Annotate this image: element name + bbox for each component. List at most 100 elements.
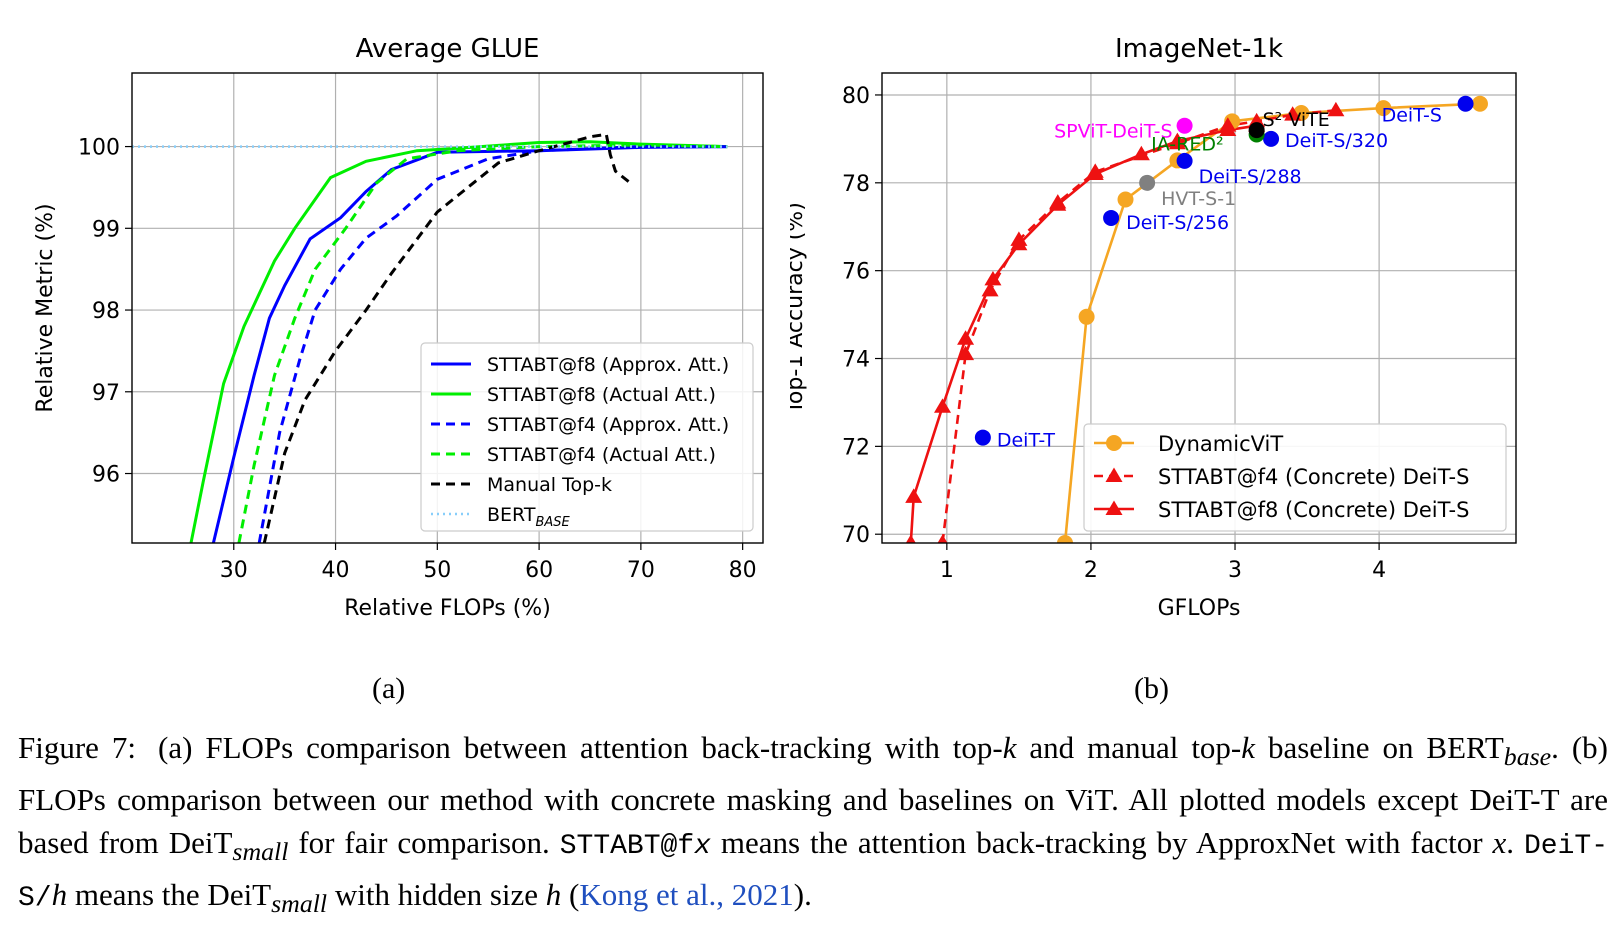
x-tick-label: 60	[525, 558, 553, 583]
x-tick-label: 4	[1372, 558, 1386, 583]
caption-math: x	[1492, 825, 1507, 861]
baseline-point	[1139, 174, 1156, 191]
point-label: DeiT-T	[997, 430, 1056, 452]
citation-link[interactable]: Kong et al., 2021	[579, 877, 794, 913]
legend-marker	[1106, 435, 1122, 451]
point-label: S² ViTE	[1263, 109, 1330, 131]
y-tick-label: 100	[78, 136, 120, 161]
data-point	[905, 488, 923, 503]
legend-label: STTABT@f4 (Actual Att.)	[487, 444, 716, 466]
x-tick-label: 3	[1228, 558, 1242, 583]
x-tick-label: 2	[1084, 558, 1098, 583]
series-line-3	[257, 145, 728, 543]
caption-code-var: x	[694, 831, 711, 863]
chart-b: DeiT-S DeiT-S/320 DeiT-S/288 DeiT-S/256 DeiT…	[783, 34, 1517, 621]
legend-label: DynamicViT	[1158, 432, 1283, 456]
legend-box	[420, 342, 754, 532]
point-label: SPViT-DeiT-S	[1054, 121, 1172, 143]
baseline-point	[1263, 130, 1280, 147]
caption-text: means the DeiT	[67, 877, 272, 913]
figure-b: DeiT-S DeiT-S/320 DeiT-S/288 DeiT-S/256 DeiT…	[783, 0, 1621, 640]
point-label: DeiT-S	[1382, 105, 1442, 127]
caption-text: means the attention back-tracking by App…	[710, 825, 1493, 861]
caption-text: for fair comparison.	[288, 825, 560, 861]
legend-label: STTABT@f8 (Actual Att.)	[487, 384, 716, 406]
y-tick-label: 72	[842, 435, 870, 460]
legend-label: STTABT@f4 (Approx. Att.)	[487, 414, 729, 436]
y-tick-label: 99	[92, 217, 120, 242]
caption-math: h	[51, 877, 68, 913]
caption-text: and manual top-	[1016, 730, 1242, 765]
legend-label: Manual Top-k	[487, 474, 612, 496]
data-point	[1219, 121, 1237, 137]
data-point	[1284, 106, 1302, 121]
chart-b-title: ImageNet-1k	[1115, 34, 1283, 64]
caption-math: k	[1002, 730, 1017, 765]
data-point	[1168, 132, 1186, 148]
caption-text: (a) FLOPs comparison between attention b…	[158, 730, 1003, 765]
caption-text: baseline on BERT	[1255, 730, 1504, 765]
y-tick-label: 74	[842, 348, 870, 373]
data-point	[1010, 235, 1028, 251]
caption-text: .	[1506, 825, 1524, 861]
figure-a: 30 40 50 60 70 80 96 97 98 99 100 Average GLUE Relat…	[0, 0, 810, 640]
data-point	[957, 330, 975, 345]
chart-a-legend: STTABT@f8 (Approx. Att.) STTABT@f8 (Actua…	[420, 342, 754, 532]
caption-text: with hidden size	[327, 877, 546, 913]
x-tick-label: 1	[940, 558, 954, 583]
data-point	[1086, 165, 1104, 180]
y-tick-label: 96	[92, 463, 120, 488]
data-point	[981, 281, 999, 297]
baseline-point	[1248, 122, 1265, 139]
series-line-4	[237, 143, 728, 543]
series-line-2	[941, 109, 1337, 543]
point-label: DeiT-S/256	[1126, 212, 1229, 234]
y-tick-label: 70	[842, 523, 870, 548]
data-point	[1056, 535, 1073, 543]
baseline-point	[1457, 95, 1474, 112]
x-tick-label: 50	[423, 558, 451, 583]
legend-box	[1083, 423, 1507, 532]
data-point	[957, 345, 975, 361]
point-label: IA-RED²	[1151, 133, 1224, 155]
data-point	[1471, 95, 1488, 112]
caption-math: k	[1241, 730, 1256, 765]
data-point	[905, 534, 916, 543]
figure-caption: Figure 7: (a) FLOPs comparison between at…	[18, 726, 1608, 926]
x-tick-label: 40	[322, 558, 350, 583]
data-point	[1327, 101, 1345, 117]
caption-figure-number: Figure 7:	[18, 730, 136, 765]
legend-marker	[1105, 467, 1123, 482]
data-point	[934, 398, 952, 413]
caption-text: ).	[793, 877, 812, 913]
x-tick-label: 70	[627, 558, 655, 583]
y-tick-label: 98	[92, 299, 120, 324]
caption-math: h	[545, 877, 562, 913]
chart-b-plot-frame	[881, 72, 1517, 544]
series-line-2	[189, 140, 728, 543]
chart-b-points: DeiT-S DeiT-S/320 DeiT-S/288 DeiT-S/256 DeiT…	[974, 95, 1474, 452]
chart-b-legend: DynamicViT STTABT@f4 (Concrete) DeiT-S STT…	[1083, 423, 1507, 532]
legend-label: STTABT@f4 (Concrete) DeiT-S	[1158, 465, 1469, 489]
data-point	[1078, 308, 1095, 325]
x-tick-label: 80	[729, 558, 757, 583]
point-label: DeiT-S/288	[1199, 166, 1302, 188]
data-point	[1049, 196, 1067, 211]
data-point	[984, 270, 1002, 286]
caption-code: DeiT-S/	[18, 831, 1608, 915]
data-point	[1117, 191, 1134, 208]
series-line-3	[909, 124, 1257, 543]
x-tick-label: 30	[220, 558, 248, 583]
legend-label: STTABT@f8 (Concrete) DeiT-S	[1158, 498, 1469, 522]
y-tick-label: 76	[842, 260, 870, 285]
caption-subscript: small	[271, 889, 328, 919]
data-point	[1375, 100, 1392, 117]
baseline-point	[974, 429, 991, 446]
legend-label: STTABT@f8 (Approx. Att.)	[487, 354, 729, 376]
data-point	[937, 534, 948, 543]
y-tick-label: 78	[842, 172, 870, 197]
chart-a-plot-frame	[131, 72, 764, 544]
chart-b-x-axis-label: GFLOPs	[1158, 596, 1241, 621]
baseline-point	[1176, 152, 1193, 169]
chart-b-y-axis-label: Top-1 Accuracy (%)	[790, 202, 808, 415]
